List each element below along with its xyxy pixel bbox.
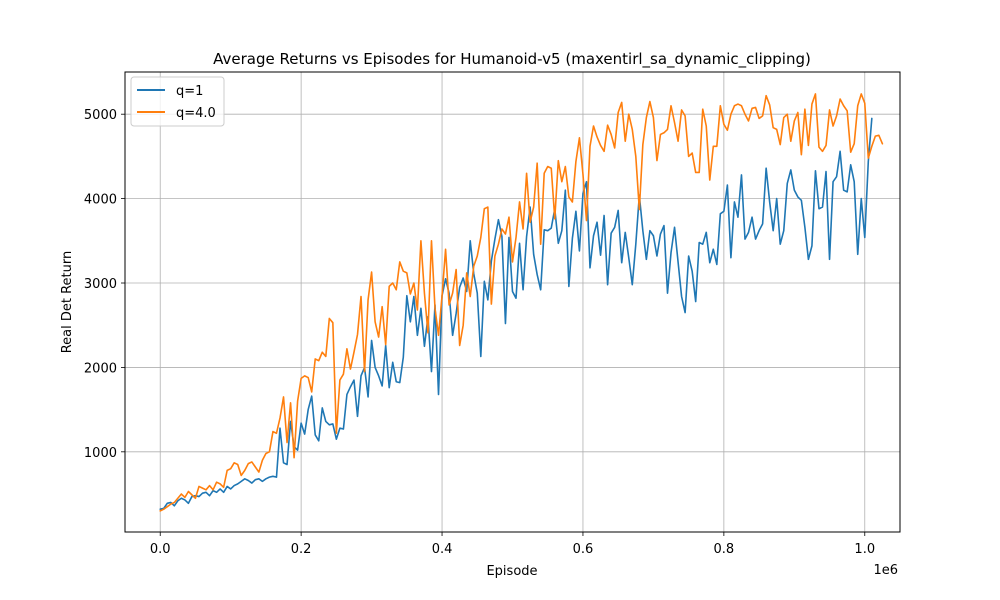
x-tick-label: 0.6 bbox=[573, 542, 594, 557]
series-line-q4 bbox=[159, 93, 884, 512]
y-tick-label: 3000 bbox=[84, 277, 117, 292]
chart-title: Average Returns vs Episodes for Humanoid… bbox=[213, 50, 811, 69]
x-tick-label: 0.8 bbox=[714, 542, 735, 557]
x-tick-label: 1.0 bbox=[854, 542, 875, 557]
y-tick-label: 1000 bbox=[84, 446, 117, 461]
legend-label-q4: q=4.0 bbox=[176, 106, 216, 121]
x-tick-label: 0.4 bbox=[432, 542, 453, 557]
x-axis-offset-label: 1e6 bbox=[873, 563, 898, 578]
x-axis-label: Episode bbox=[486, 564, 537, 579]
legend: q=1 q=4.0 bbox=[130, 76, 225, 127]
plot-area-frame bbox=[124, 71, 901, 533]
axis-ticks: 0.0 0.2 0.4 0.6 0.8 1.0 1000 2000 3000 4000 5000 bbox=[84, 108, 875, 557]
legend-label-q1: q=1 bbox=[176, 84, 203, 99]
series-line-q1 bbox=[159, 117, 873, 511]
y-tick-label: 4000 bbox=[84, 193, 117, 208]
series-lines bbox=[159, 93, 884, 512]
x-tick-label: 0.0 bbox=[150, 542, 171, 557]
x-tick-label: 0.2 bbox=[291, 542, 312, 557]
y-axis-label: Real Det Return bbox=[60, 251, 75, 354]
y-tick-label: 5000 bbox=[84, 108, 117, 123]
y-tick-label: 2000 bbox=[84, 361, 117, 376]
